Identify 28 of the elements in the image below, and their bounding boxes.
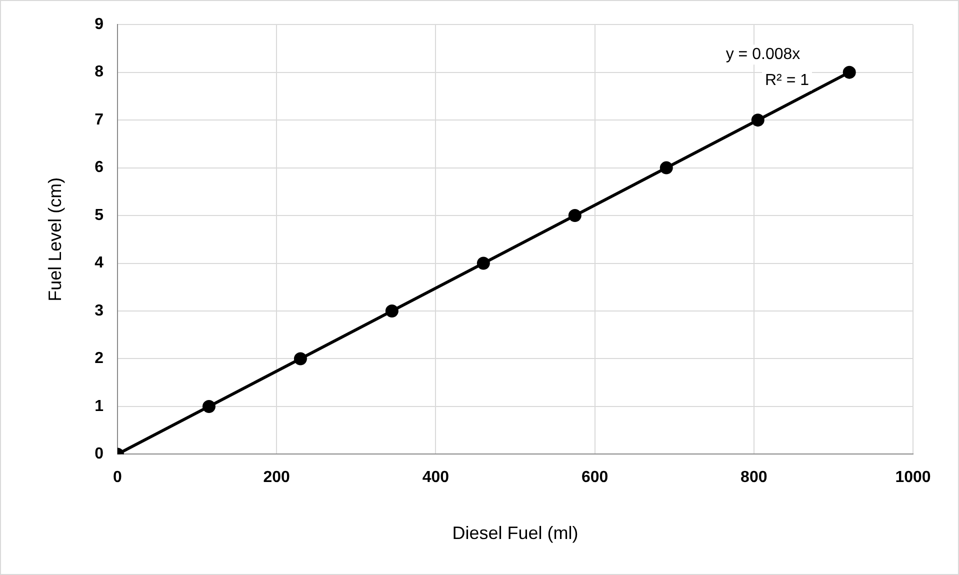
y-tick-label: 5 xyxy=(94,206,104,224)
y-tick-label: 2 xyxy=(94,350,104,368)
y-tick-label: 3 xyxy=(94,302,104,320)
point xyxy=(568,209,582,222)
y-tick-label: 9 xyxy=(94,16,104,34)
y-tick-label: 4 xyxy=(94,254,104,272)
y-tick-label: 1 xyxy=(94,398,104,415)
y-tick-label: 7 xyxy=(94,111,104,128)
x-axis-title: Diesel Fuel (ml) xyxy=(452,523,578,544)
annotation: y = 0.008x xyxy=(726,46,800,64)
point xyxy=(751,114,764,127)
point xyxy=(660,161,673,174)
y-axis-title: Fuel Level (cm) xyxy=(44,177,65,302)
point xyxy=(385,304,398,318)
x-tick-label: 0 xyxy=(113,469,122,486)
y-tick-label: 8 xyxy=(94,64,104,81)
y-tick-label: 0 xyxy=(94,446,104,463)
point xyxy=(842,66,856,79)
annotation: R² = 1 xyxy=(764,72,810,90)
x-tick-label: 200 xyxy=(263,469,290,486)
x-tick-label: 400 xyxy=(422,469,450,486)
x-tick-label: 600 xyxy=(581,469,608,486)
point xyxy=(294,352,307,366)
point xyxy=(476,256,490,270)
x-tick-label: 1000 xyxy=(895,469,931,486)
y-tick-label: 6 xyxy=(94,159,104,176)
point xyxy=(202,400,216,413)
x-tick-label: 800 xyxy=(740,469,768,486)
